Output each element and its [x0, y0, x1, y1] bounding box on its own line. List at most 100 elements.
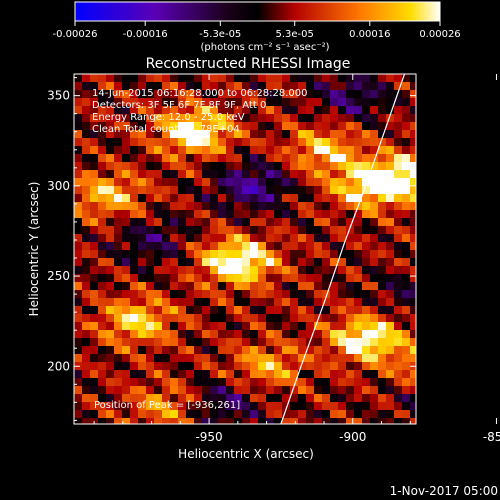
heatmap-cell: [178, 106, 186, 114]
heatmap-cell: [274, 178, 282, 186]
heatmap-cell: [370, 338, 378, 346]
heatmap-cell: [410, 266, 416, 274]
heatmap-cell: [290, 210, 298, 218]
heatmap-cell: [234, 90, 242, 98]
heatmap-cell: [90, 186, 98, 194]
heatmap-cell: [234, 154, 242, 162]
heatmap-cell: [290, 378, 298, 386]
heatmap-cell: [370, 410, 378, 418]
heatmap-cell: [386, 234, 394, 242]
heatmap-cell: [218, 274, 226, 282]
heatmap-cell: [154, 162, 162, 170]
heatmap-cell: [106, 370, 114, 378]
heatmap-cell: [362, 354, 370, 362]
heatmap-cell: [74, 162, 82, 170]
heatmap-cell: [330, 98, 338, 106]
heatmap-cell: [346, 218, 354, 226]
heatmap-cell: [298, 346, 306, 354]
heatmap-cell: [82, 410, 90, 418]
heatmap-cell: [306, 82, 314, 90]
heatmap-cell: [122, 370, 130, 378]
heatmap-cell: [306, 122, 314, 130]
heatmap-cell: [298, 122, 306, 130]
heatmap-cell: [290, 282, 298, 290]
heatmap-cell: [74, 346, 82, 354]
heatmap-cell: [282, 74, 290, 82]
heatmap-cell: [218, 194, 226, 202]
heatmap-cell: [74, 90, 82, 98]
heatmap-cell: [162, 178, 170, 186]
heatmap-cell: [210, 354, 218, 362]
heatmap-cell: [154, 234, 162, 242]
heatmap-cell: [98, 402, 106, 410]
heatmap-cell: [114, 74, 122, 82]
heatmap-cell: [298, 106, 306, 114]
heatmap-cell: [282, 226, 290, 234]
heatmap-cell: [170, 146, 178, 154]
heatmap-cell: [322, 314, 330, 322]
heatmap-cell: [138, 162, 146, 170]
heatmap-cell: [178, 74, 186, 82]
heatmap-cell: [170, 370, 178, 378]
y-axis-label: Heliocentric Y (arcsec): [27, 182, 41, 317]
heatmap-cell: [194, 394, 202, 402]
heatmap-cell: [82, 82, 90, 90]
heatmap-cell: [266, 338, 274, 346]
heatmap-cell: [298, 266, 306, 274]
heatmap-cell: [154, 114, 162, 122]
heatmap-cell: [170, 258, 178, 266]
heatmap-cell: [290, 162, 298, 170]
heatmap-cell: [186, 250, 194, 258]
heatmap-cell: [170, 178, 178, 186]
heatmap-cell: [274, 402, 282, 410]
heatmap-cell: [266, 194, 274, 202]
heatmap-cell: [274, 258, 282, 266]
heatmap-cell: [130, 394, 138, 402]
heatmap-cell: [330, 122, 338, 130]
heatmap-cell: [338, 370, 346, 378]
heatmap-cell: [306, 210, 314, 218]
heatmap-cell: [402, 162, 410, 170]
colorbar-tick-label: 5.3e-05: [276, 29, 314, 40]
heatmap-cell: [234, 138, 242, 146]
heatmap-cell: [90, 250, 98, 258]
heatmap-cell: [210, 346, 218, 354]
heatmap-cell: [362, 194, 370, 202]
heatmap-cell: [186, 218, 194, 226]
heatmap-cell: [82, 242, 90, 250]
colorbar-ticks: -0.00026 -0.00016 -5.3e-05 5.3e-05 0.00016 0.…: [53, 21, 461, 40]
heatmap-cell: [178, 346, 186, 354]
heatmap-cell: [178, 218, 186, 226]
heatmap-cell: [138, 106, 146, 114]
heatmap-cell: [138, 266, 146, 274]
heatmap-cell: [338, 274, 346, 282]
heatmap-cell: [354, 258, 362, 266]
heatmap-cell: [386, 122, 394, 130]
heatmap-cell: [114, 354, 122, 362]
heatmap-cell: [210, 418, 218, 424]
heatmap-cell: [402, 98, 410, 106]
heatmap-cell: [226, 106, 234, 114]
heatmap-cell: [330, 178, 338, 186]
heatmap-cell: [194, 266, 202, 274]
heatmap-cell: [138, 154, 146, 162]
heatmap-cell: [258, 114, 266, 122]
heatmap-cell: [298, 370, 306, 378]
heatmap-cell: [122, 282, 130, 290]
heatmap-cell: [346, 106, 354, 114]
heatmap-cell: [122, 114, 130, 122]
heatmap-cell: [226, 130, 234, 138]
heatmap-cell: [82, 402, 90, 410]
heatmap-cell: [314, 162, 322, 170]
heatmap-cell: [298, 274, 306, 282]
heatmap-cell: [338, 290, 346, 298]
heatmap-cell: [386, 378, 394, 386]
heatmap-cell: [354, 250, 362, 258]
heatmap-cell: [202, 82, 210, 90]
heatmap-cell: [354, 242, 362, 250]
heatmap-cell: [234, 282, 242, 290]
heatmap-cell: [274, 410, 282, 418]
heatmap-cell: [274, 314, 282, 322]
heatmap-cell: [146, 170, 154, 178]
heatmap-cell: [226, 162, 234, 170]
